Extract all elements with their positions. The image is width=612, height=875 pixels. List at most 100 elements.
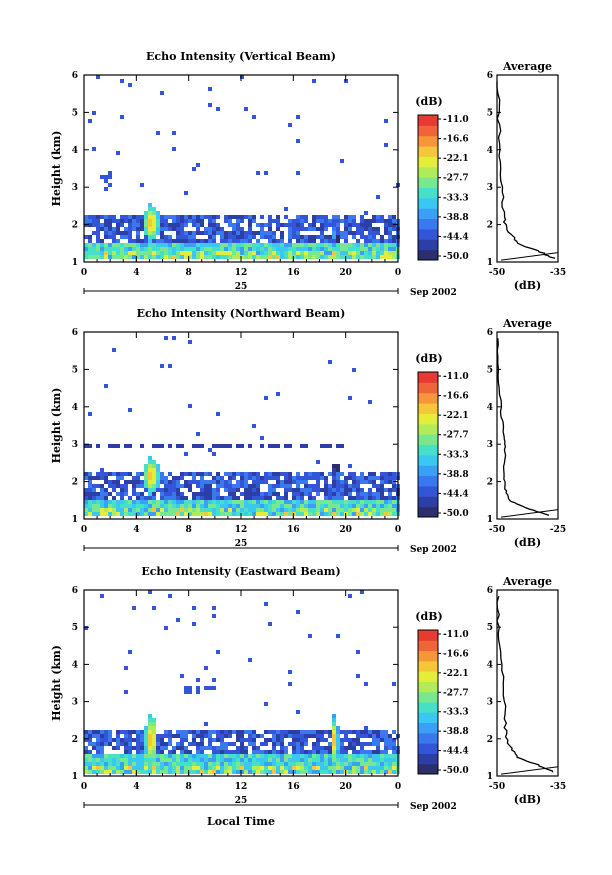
panel-1-echo-cell: [88, 243, 92, 247]
panel-2-echo-cell: [364, 480, 368, 484]
panel-2-colorbar-unit: (dB): [415, 352, 442, 365]
panel-3-echo-cell: [184, 690, 188, 694]
panel-3-echo-cell: [292, 762, 296, 766]
panel-1-average-frame: [496, 74, 559, 263]
panel-2-echo-cell: [316, 512, 320, 516]
panel-1-echo-cell: [136, 231, 140, 235]
panel-3-echo-cell: [380, 766, 384, 770]
panel-3-colorbar-swatch: [418, 712, 438, 724]
panel-3-echo-cell: [244, 758, 248, 762]
panel-1-echo-cell: [232, 247, 236, 251]
panel-3-echo-cell: [292, 758, 296, 762]
panel-3-echo-cell: [100, 754, 104, 758]
panel-1-echo-cell: [236, 215, 240, 219]
panel-2-echo-cell: [116, 476, 120, 480]
panel-1-echo-cell: [328, 247, 332, 251]
panel-3-echo-cell: [356, 738, 360, 742]
panel-2-echo-cell: [100, 496, 104, 500]
panel-2-echo-cell: [256, 476, 260, 480]
panel-1-echo-cell: [332, 251, 336, 255]
panel-3-echo-cell: [92, 742, 96, 746]
xlabel-local-time: Local Time: [207, 815, 275, 828]
panel-3-echo-cell: [336, 758, 340, 762]
panel-1-echo-cell: [284, 251, 288, 255]
panel-3-echo-cell: [260, 742, 264, 746]
panel-1-echo-cell: [372, 255, 376, 259]
panel-3-echo-cell: [160, 770, 164, 774]
panel-3-echo-cell: [164, 734, 168, 738]
panel-2-echo-cell: [232, 496, 236, 500]
panel-3-echo-cell: [124, 758, 128, 762]
panel-1-echo-cell: [180, 235, 184, 239]
panel-1-echo-cell: [248, 235, 252, 239]
panel-1-echo-cell: [360, 243, 364, 247]
panel-3-echo-cell: [300, 750, 304, 754]
panel-3-echo-cell: [216, 738, 220, 742]
panel-1-echo-cell: [268, 255, 272, 259]
panel-1-echo-cell: [356, 231, 360, 235]
panel-3-average-noise-line: [500, 766, 559, 775]
panel-3-echo-cell: [352, 762, 356, 766]
panel-3-echo-cell: [124, 766, 128, 770]
panel-1-echo-cell: [164, 251, 168, 255]
panel-3-echo-cell: [92, 762, 96, 766]
panel-2-echo-cell: [288, 480, 292, 484]
panel-1-echo-cell: [208, 215, 212, 219]
panel-3-echo-cell: [392, 754, 396, 758]
panel-3-echo-cell: [336, 734, 340, 738]
panel-2-colorbar-swatch: [418, 485, 438, 497]
panel-1-echo-cell: [168, 247, 172, 251]
panel-1-xtick-label: 20: [339, 268, 352, 278]
panel-3-echo-cell: [212, 686, 216, 690]
panel-2-echo-cell: [96, 472, 100, 476]
panel-3-echo-cell: [128, 754, 132, 758]
panel-1-echo-cell: [252, 115, 256, 119]
panel-2-echo-cell: [160, 472, 164, 476]
panel-2-echo-cell: [380, 496, 384, 500]
panel-1-average-ytick-label: 2: [487, 221, 493, 231]
panel-3-echo-cell: [88, 770, 92, 774]
panel-2-echo-cell: [192, 472, 196, 476]
panel-3-echo-cell: [184, 770, 188, 774]
panel-1-echo-cell: [200, 215, 204, 219]
panel-1-echo-cell: [240, 227, 244, 231]
panel-3-echo-cell: [268, 770, 272, 774]
panel-1-echo-cell: [364, 247, 368, 251]
panel-3-echo-cell: [252, 738, 256, 742]
panel-1-echo-cell: [120, 251, 124, 255]
panel-1-echo-cell: [392, 243, 396, 247]
panel-3-echo-cell: [276, 766, 280, 770]
panel-3-echo-cell: [356, 770, 360, 774]
panel-3-echo-cell: [204, 734, 208, 738]
panel-1-echo-cell: [364, 255, 368, 259]
panel-1-echo-cell: [368, 243, 372, 247]
panel-2-echo-cell: [372, 504, 376, 508]
panel-1-echo-cell: [172, 239, 176, 243]
panel-1-echo-cell: [144, 219, 148, 223]
panel-2-echo-cell: [276, 472, 280, 476]
panel-2-average-title: Average: [502, 317, 552, 330]
panel-3-echo-cell: [392, 770, 396, 774]
panel-3-echo-cell: [120, 738, 124, 742]
panel-2-echo-cell: [192, 496, 196, 500]
panel-3-echo-cell: [296, 766, 300, 770]
panel-2-echo-cell: [248, 496, 252, 500]
panel-1-echo-cell: [212, 235, 216, 239]
panel-2-echo-cell: [340, 504, 344, 508]
panel-1-echo-cell: [384, 223, 388, 227]
panel-3-echo-cell: [224, 762, 228, 766]
panel-1-echo-cell: [112, 215, 116, 219]
panel-2-average-ytick-label: 1: [487, 515, 493, 525]
panel-1-echo-cell: [84, 243, 88, 247]
panel-2-echo-field: [84, 336, 400, 516]
panel-1-echo-cell: [280, 255, 284, 259]
panel-3-echo-cell: [188, 730, 192, 734]
panel-3-echo-cell: [216, 650, 220, 654]
panel-3-echo-cell: [164, 626, 168, 630]
panel-3-echo-cell: [152, 738, 156, 742]
panel-2-echo-cell: [388, 488, 392, 492]
panel-2-echo-cell: [244, 500, 248, 504]
panel-1-echo-cell: [144, 255, 148, 259]
panel-2-echo-cell: [344, 484, 348, 488]
panel-3-echo-cell: [360, 742, 364, 746]
